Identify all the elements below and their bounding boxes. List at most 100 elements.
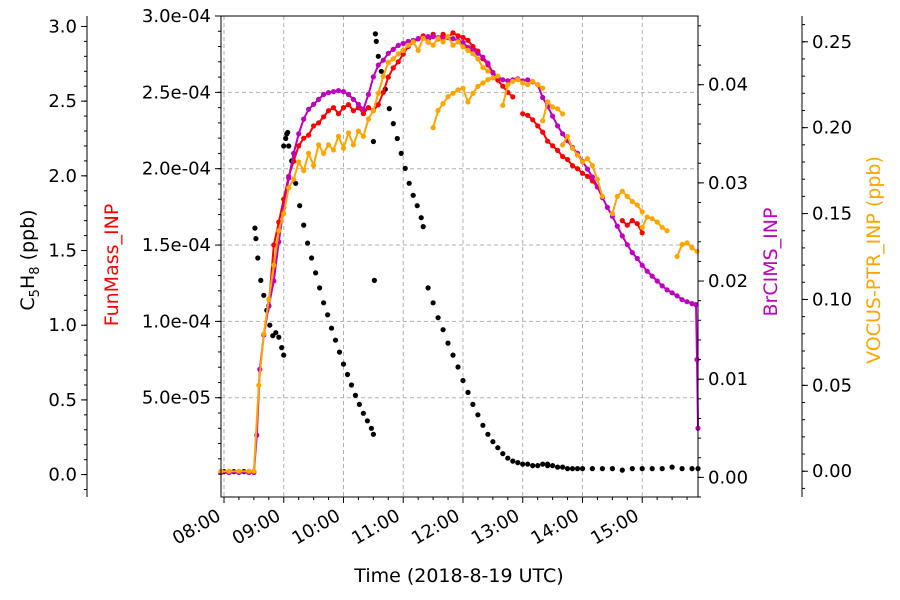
axis-titles: Time (2018-8-19 UTC) C5H8 (ppb) FunMass_… [17, 156, 885, 587]
funmass-tick-label: 2.5e-04 [142, 82, 211, 103]
c5h8-point [370, 138, 376, 145]
funmass-point [390, 65, 396, 71]
funmass-point [569, 163, 576, 169]
vocus-line [221, 34, 489, 473]
brcims-point [634, 255, 640, 262]
c5h8-point [475, 412, 481, 418]
brcims-point [475, 50, 481, 56]
c5h8-point [689, 466, 695, 472]
brcims-point [589, 174, 596, 180]
vocus-point [430, 125, 436, 131]
funmass-tick-label: 1.0e-04 [142, 311, 211, 332]
c5h8-point [455, 364, 461, 370]
vocus-point [475, 56, 481, 62]
c5h8-point [281, 352, 287, 358]
brcims-point [375, 62, 381, 68]
c5h8-axis-title: C5H8 (ppb) [17, 209, 43, 310]
funmass-point [460, 34, 466, 41]
c5h8-point [510, 458, 516, 464]
vocus-point [311, 162, 317, 169]
brcims-line [221, 35, 699, 474]
vocus-point [296, 159, 302, 165]
c5h8-point [569, 466, 576, 472]
vocus-point [345, 130, 352, 136]
vocus-point [251, 468, 257, 474]
c5h8-tick-label: 1.0 [48, 315, 77, 336]
vocus-point [480, 80, 486, 86]
c5h8-point [470, 401, 476, 407]
funmass-point [510, 94, 516, 100]
brcims-point [286, 175, 292, 181]
brcims-tick-label: 0.02 [708, 271, 748, 292]
c5h8-point [495, 445, 501, 451]
funmass-point [301, 135, 307, 141]
vocus-point [545, 99, 551, 105]
x-tick-label: 13:00 [468, 505, 523, 549]
brcims-point [490, 70, 496, 76]
c5h8-point [375, 53, 381, 59]
brcims-point [395, 42, 401, 49]
brcims-point [291, 150, 297, 156]
brcims-point [355, 101, 361, 107]
c5h8-point [348, 382, 355, 388]
brcims-point [296, 131, 302, 137]
brcims-point [674, 293, 680, 299]
vocus-point [350, 142, 356, 148]
c5h8-tick-label: 3.0 [48, 16, 77, 37]
vocus-point [485, 77, 491, 83]
vocus-point [694, 248, 700, 254]
funmass-point [540, 129, 546, 135]
vocus-point [435, 107, 441, 114]
vocus-point [679, 241, 685, 248]
series-layer [218, 30, 701, 476]
x-tick-label: 11:00 [348, 505, 403, 549]
brcims-point [614, 223, 620, 229]
c5h8-point [325, 312, 331, 318]
funmass-point [520, 111, 526, 117]
funmass-point [629, 218, 635, 224]
c5h8-point [309, 255, 315, 261]
x-tick-label: 14:00 [528, 505, 583, 549]
c5h8-point [609, 466, 616, 472]
c5h8-point [378, 68, 384, 74]
c5h8-point [398, 150, 404, 156]
funmass-point [311, 123, 317, 129]
c5h8-point [332, 337, 339, 343]
vocus-point [256, 382, 262, 388]
vocus-point [430, 42, 436, 48]
funmass-point [470, 43, 476, 50]
vocus-point [375, 90, 381, 96]
funmass-point [564, 156, 571, 163]
brcims-point [525, 77, 531, 83]
vocus-point [589, 162, 596, 169]
vocus-point [609, 211, 616, 217]
c5h8-point [460, 377, 466, 384]
brcims-point [316, 96, 322, 102]
c5h8-point [340, 361, 347, 367]
brcims-point [340, 89, 347, 95]
funmass-point [560, 153, 566, 160]
vocus-point [490, 75, 496, 81]
vocus-point [614, 193, 620, 199]
vocus-tick-label: 0.25 [812, 32, 852, 53]
c5h8-point [390, 121, 396, 127]
brcims-point [415, 36, 421, 42]
vocus-point [330, 147, 337, 153]
funmass-point [325, 108, 332, 114]
vocus-point [286, 185, 292, 191]
c5h8-point [425, 285, 431, 291]
c5h8-point [589, 466, 596, 472]
vocus-point [520, 80, 526, 86]
brcims-point [500, 77, 506, 83]
vocus-point [460, 44, 466, 50]
funmass-tick-label: 3.0e-04 [142, 6, 211, 27]
vocus-point [450, 42, 456, 48]
c5h8-point [321, 300, 327, 306]
vocus-point [365, 116, 371, 122]
c5h8-point [420, 224, 426, 230]
vocus-point [634, 202, 640, 208]
vocus-point [455, 87, 461, 93]
brcims-point [390, 46, 396, 53]
c5h8-point [406, 180, 412, 186]
vocus-point [684, 240, 690, 246]
